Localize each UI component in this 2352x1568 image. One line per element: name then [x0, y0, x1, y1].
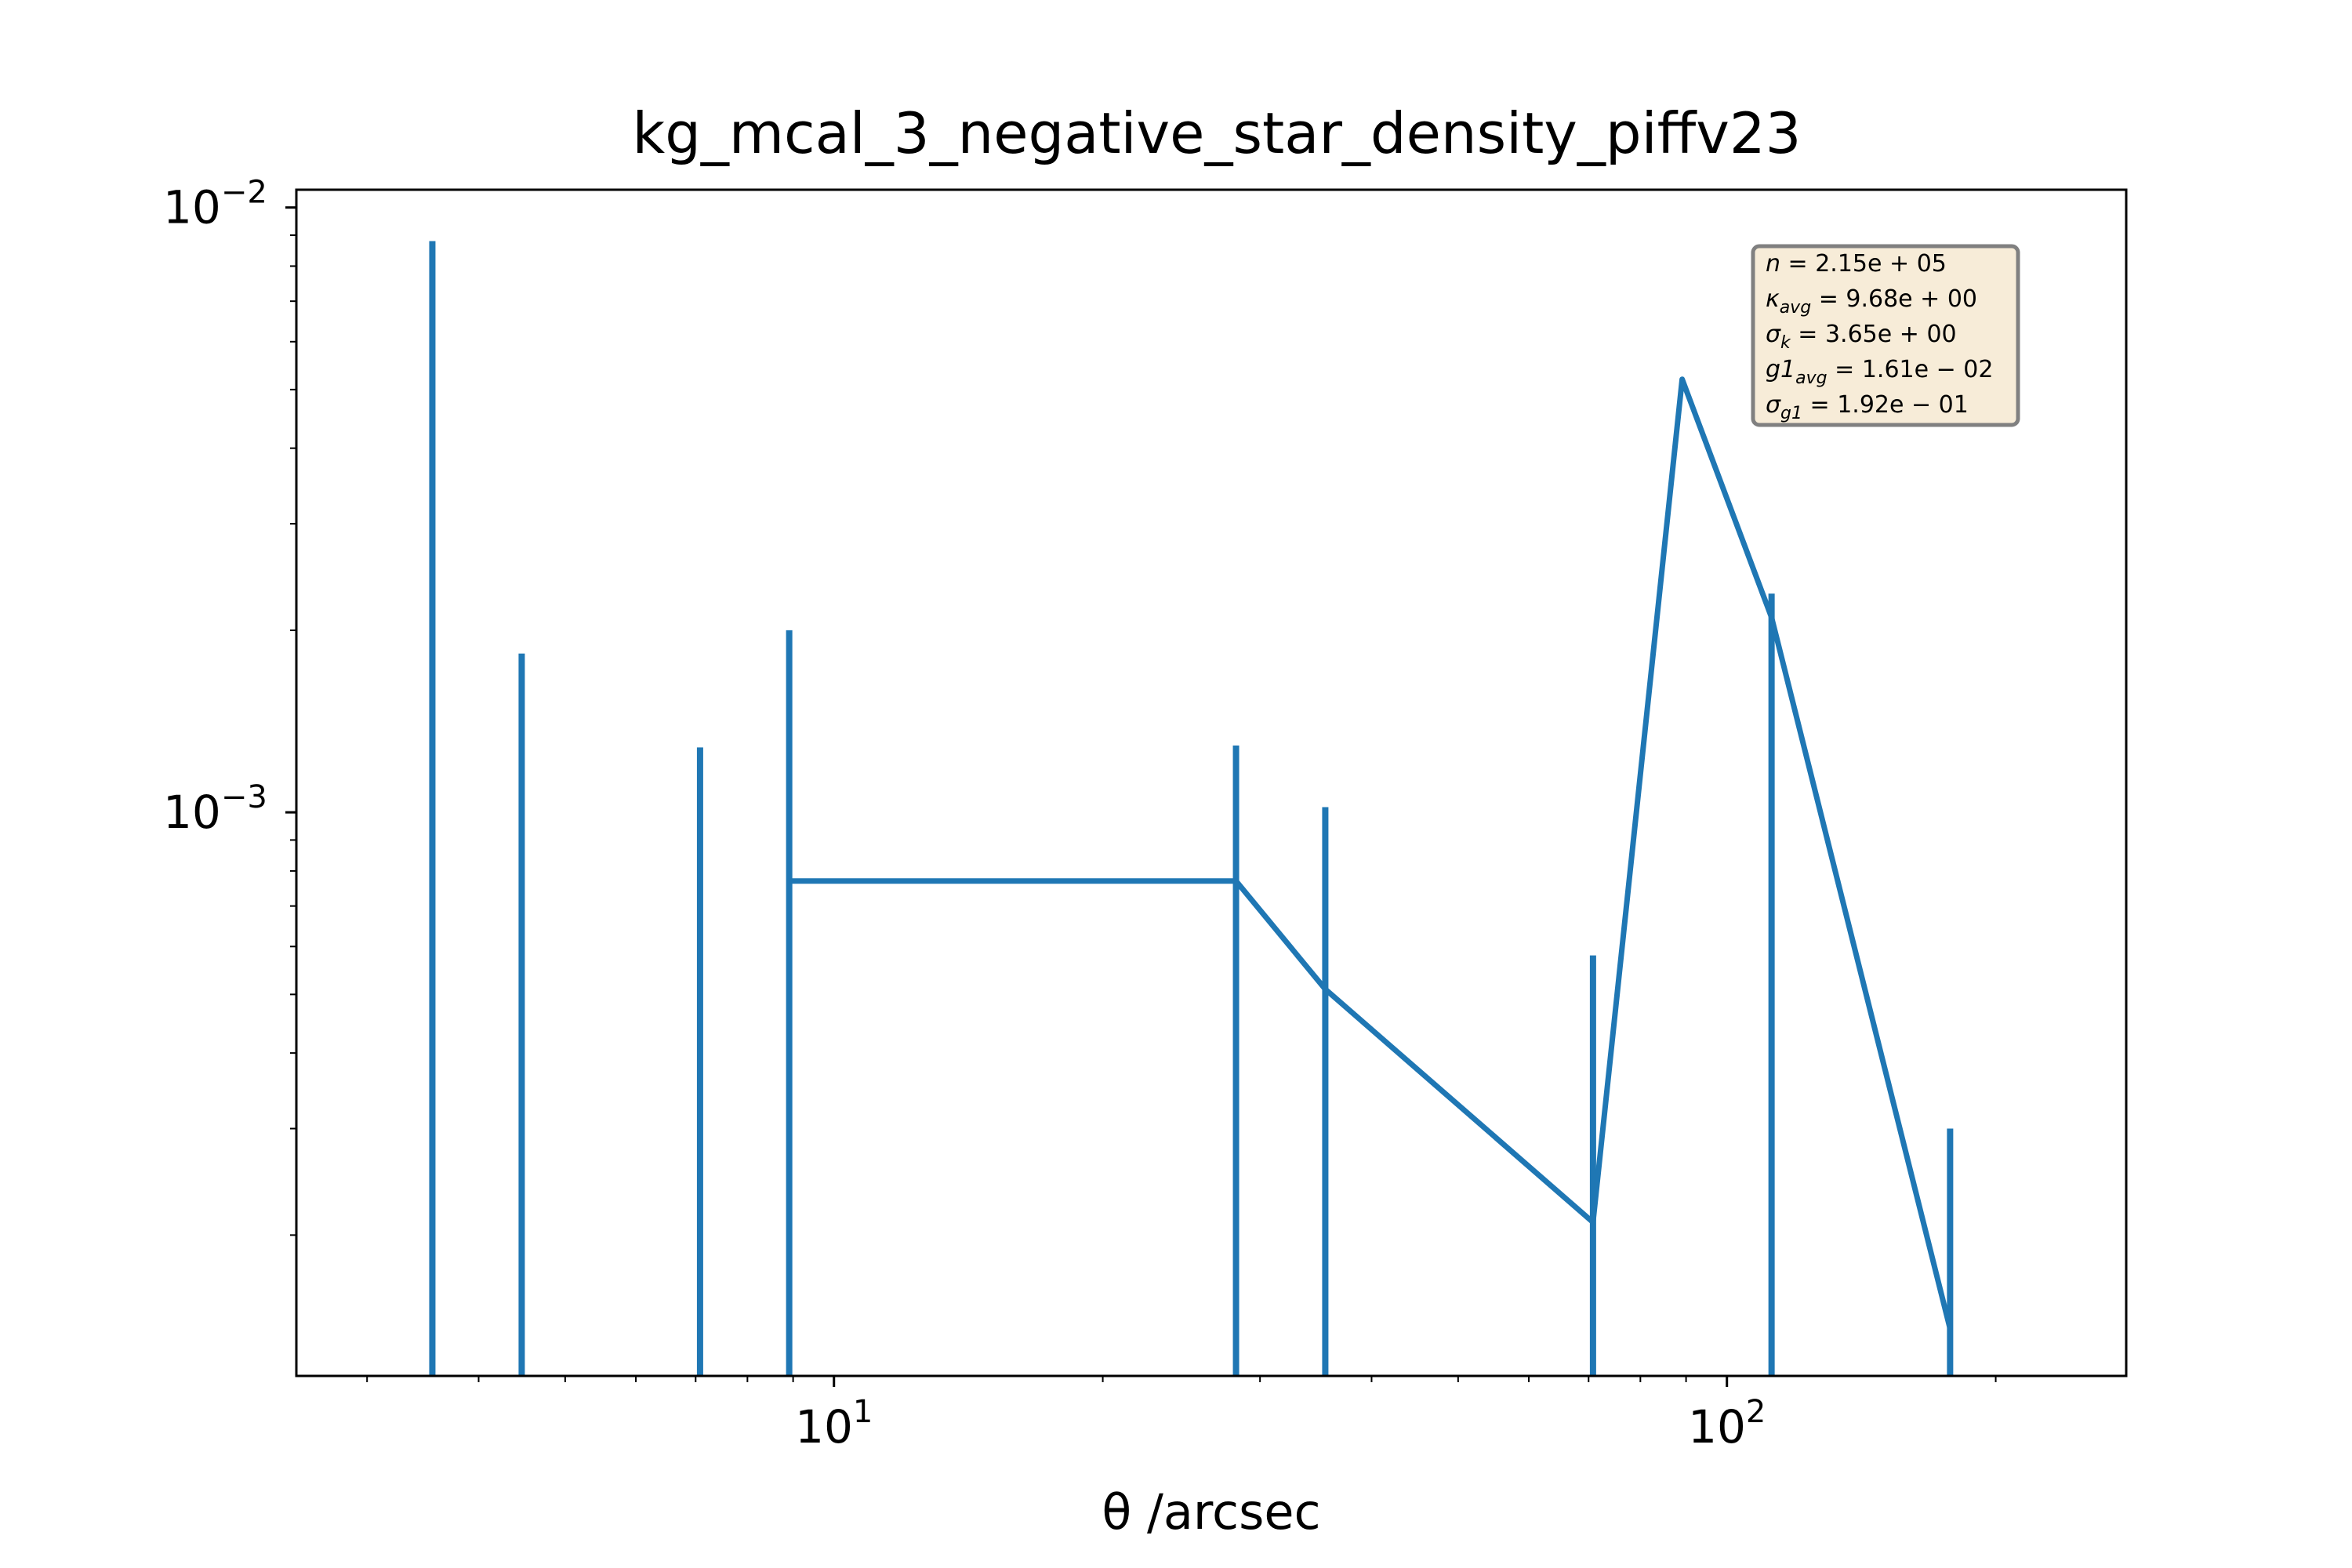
y-tick-label-base: 10 — [163, 181, 221, 234]
x-tick-label-exponent: 1 — [853, 1394, 873, 1430]
x-tick-label: 101 — [795, 1394, 873, 1454]
x-axis-label: θ /arcsec — [1102, 1483, 1320, 1541]
x-tick-label-base: 10 — [795, 1400, 853, 1454]
plot-frame — [295, 188, 2128, 1377]
stats-symbol: n — [1766, 250, 1780, 278]
stats-subscript: avg — [1780, 298, 1812, 318]
stats-symbol: κ — [1766, 285, 1780, 313]
stats-value: = 3.65e + 00 — [1791, 321, 1957, 348]
stats-line: σk = 3.65e + 00 — [1766, 321, 1957, 353]
y-tick-label-base: 10 — [163, 786, 221, 839]
stats-value: = 1.92e − 01 — [1802, 391, 1969, 419]
x-tick-label: 102 — [1688, 1394, 1766, 1454]
stats-subscript: g1 — [1780, 404, 1802, 423]
x-tick-label-exponent: 2 — [1746, 1394, 1766, 1430]
y-tick-label: 10−3 — [163, 779, 267, 839]
stats-value: = 2.15e + 05 — [1780, 250, 1947, 278]
stats-symbol: g1 — [1766, 356, 1795, 383]
stats-line: n = 2.15e + 05 — [1766, 250, 1947, 278]
stats-symbol: σ — [1766, 391, 1781, 419]
stats-subscript: k — [1780, 333, 1791, 353]
stats-subscript: avg — [1795, 368, 1828, 388]
series-line — [789, 376, 1953, 1330]
y-tick-label: 10−2 — [163, 175, 267, 234]
y-tick-label-exponent: −2 — [221, 175, 267, 211]
stats-symbol: σ — [1766, 321, 1781, 348]
stats-box-background — [1751, 244, 2020, 427]
stats-line: κavg = 9.68e + 00 — [1766, 285, 1977, 318]
stats-line: σg1 = 1.92e − 01 — [1766, 391, 1969, 423]
stats-line: g1avg = 1.61e − 02 — [1766, 356, 1993, 388]
stats-value: = 9.68e + 00 — [1811, 285, 1977, 313]
x-axis: 101 102 — [366, 1376, 1997, 1454]
y-axis: 10−310−2 — [163, 175, 296, 1236]
x-tick-label-base: 10 — [1688, 1400, 1746, 1454]
stats-value: = 1.61e − 02 — [1828, 356, 1994, 383]
series-group — [429, 241, 1954, 1376]
chart-title: kg_mcal_3_negative_star_density_piffv23 — [633, 100, 1802, 166]
y-tick-label-exponent: −3 — [221, 779, 267, 815]
